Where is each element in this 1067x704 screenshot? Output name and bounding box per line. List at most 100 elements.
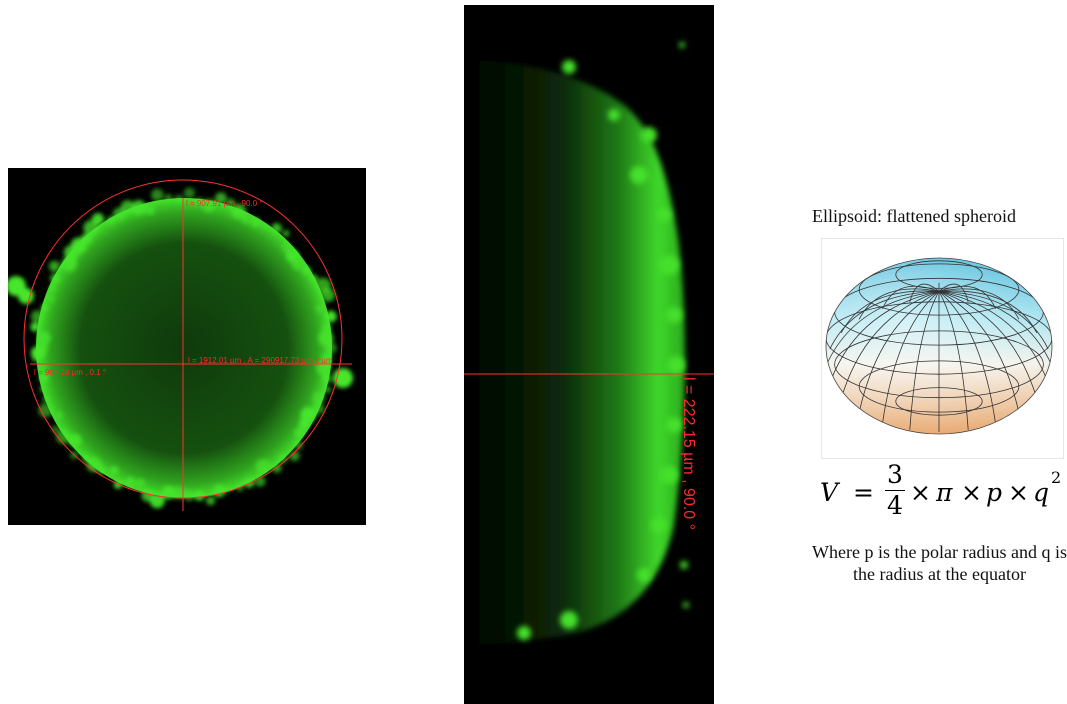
longitude-line — [938, 283, 969, 303]
edge-cell — [324, 386, 331, 393]
edge-cell — [560, 611, 578, 629]
edge-cell — [321, 323, 332, 333]
edge-cell — [136, 478, 146, 488]
longitude-line — [938, 291, 969, 430]
edge-cell — [302, 266, 311, 275]
longitude-line — [938, 291, 1049, 350]
longitude-line — [840, 291, 940, 400]
horizontal-measure-label: l = 907.28 µm , 0.1 ° — [34, 368, 107, 377]
longitude-line — [858, 291, 940, 413]
side-measure-label: l = 222.15 µm , 90.0 ° — [680, 377, 697, 531]
edge-cell — [18, 288, 34, 304]
edge-cell — [254, 475, 266, 487]
edge-cell — [250, 217, 261, 228]
top-view-confocal-image: l = 907.91 µm , 90.0 ° l = 1912.01 µm , … — [8, 168, 366, 525]
longitude-line — [882, 291, 940, 424]
edge-cell — [261, 223, 268, 230]
edge-cell — [309, 274, 318, 283]
edge-cell — [61, 256, 77, 272]
edge-cell — [660, 466, 678, 484]
center-measure-label: l = 1912.01 µm , A = 290917.73 µm x µm — [188, 356, 333, 365]
edge-cell — [49, 285, 56, 292]
side-view-spheroid-graphic — [464, 42, 714, 645]
edge-cell — [141, 489, 154, 502]
edge-cell — [294, 427, 305, 438]
edge-cell — [680, 561, 688, 569]
edge-cell — [41, 304, 48, 311]
edge-cell — [630, 166, 648, 184]
edge-cell — [37, 331, 51, 345]
longitude-line — [909, 291, 940, 430]
edge-cell — [51, 425, 60, 434]
edge-cell — [282, 230, 290, 237]
edge-cell — [312, 391, 325, 404]
side-view-confocal-image: l = 222.15 µm , 90.0 ° — [464, 5, 714, 704]
edge-cell — [659, 255, 679, 275]
vertical-measure-label: l = 907.91 µm , 90.0 ° — [186, 199, 263, 208]
side-edge-cells — [517, 42, 689, 640]
edge-cell — [300, 407, 316, 423]
edge-cell — [125, 476, 136, 487]
edge-cell — [278, 454, 288, 464]
longitude-line — [829, 291, 940, 384]
edge-cell — [109, 465, 119, 476]
formula-times-1: × — [910, 478, 931, 507]
longitude-line — [938, 288, 1020, 320]
formula-pi: π — [936, 478, 953, 507]
edge-cell — [666, 417, 682, 433]
formula-v: V — [820, 478, 839, 507]
edge-cell — [322, 374, 331, 383]
edge-cell — [107, 216, 115, 224]
edge-cell — [56, 429, 71, 444]
edge-cell — [651, 517, 667, 533]
ellipsoid-title: Ellipsoid: flattened spheroid — [812, 206, 1016, 226]
edge-cell — [562, 60, 576, 74]
longitude-line — [938, 291, 1052, 367]
edge-cell — [333, 368, 353, 388]
edge-cell — [30, 322, 40, 332]
edge-cell — [164, 194, 173, 202]
edge-cell — [231, 203, 247, 219]
spheroid-body — [36, 198, 332, 498]
longitude-line — [826, 291, 940, 367]
edge-cell — [172, 486, 186, 500]
edge-cell — [641, 127, 657, 143]
edge-cell — [321, 288, 335, 303]
edge-cell — [38, 403, 53, 418]
edge-cell — [667, 356, 685, 374]
edge-cell — [271, 223, 282, 234]
formula-p: p — [986, 478, 1003, 507]
longitude-line — [938, 291, 996, 424]
formula-fraction: 3 4 — [884, 460, 906, 521]
edge-cell — [56, 411, 63, 418]
edge-cell — [31, 346, 45, 360]
longitude-line — [938, 291, 1038, 400]
formula-times-2: × — [961, 478, 982, 507]
ellipsoid-figure — [821, 238, 1064, 459]
formula-numerator: 3 — [887, 460, 903, 489]
formula-exponent: 2 — [1051, 468, 1062, 487]
edge-cell — [145, 205, 155, 215]
longitude-line — [858, 288, 940, 320]
edge-cell — [683, 602, 689, 608]
edge-cell — [325, 310, 337, 323]
edge-cell — [315, 304, 324, 313]
edge-cell — [50, 273, 60, 284]
edge-cell — [162, 485, 176, 500]
edge-cell — [80, 233, 92, 245]
edge-cell — [666, 307, 682, 323]
edge-cell — [657, 208, 671, 222]
edge-cell — [39, 364, 48, 372]
edge-cell — [68, 433, 82, 447]
longitude-line — [938, 291, 1020, 413]
edge-cell — [98, 467, 106, 474]
edge-cell — [227, 198, 235, 207]
edge-cell — [637, 568, 651, 582]
edge-cell — [608, 109, 620, 121]
edge-cell — [42, 395, 50, 403]
edge-cell — [282, 242, 292, 253]
edge-cell — [131, 200, 147, 215]
edge-cell — [299, 418, 310, 429]
edge-cell — [289, 450, 300, 462]
edge-cell — [313, 403, 325, 415]
